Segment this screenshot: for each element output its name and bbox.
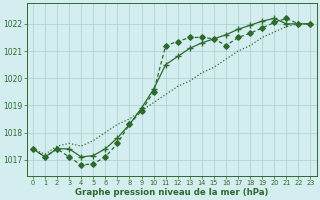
X-axis label: Graphe pression niveau de la mer (hPa): Graphe pression niveau de la mer (hPa)	[75, 188, 268, 197]
